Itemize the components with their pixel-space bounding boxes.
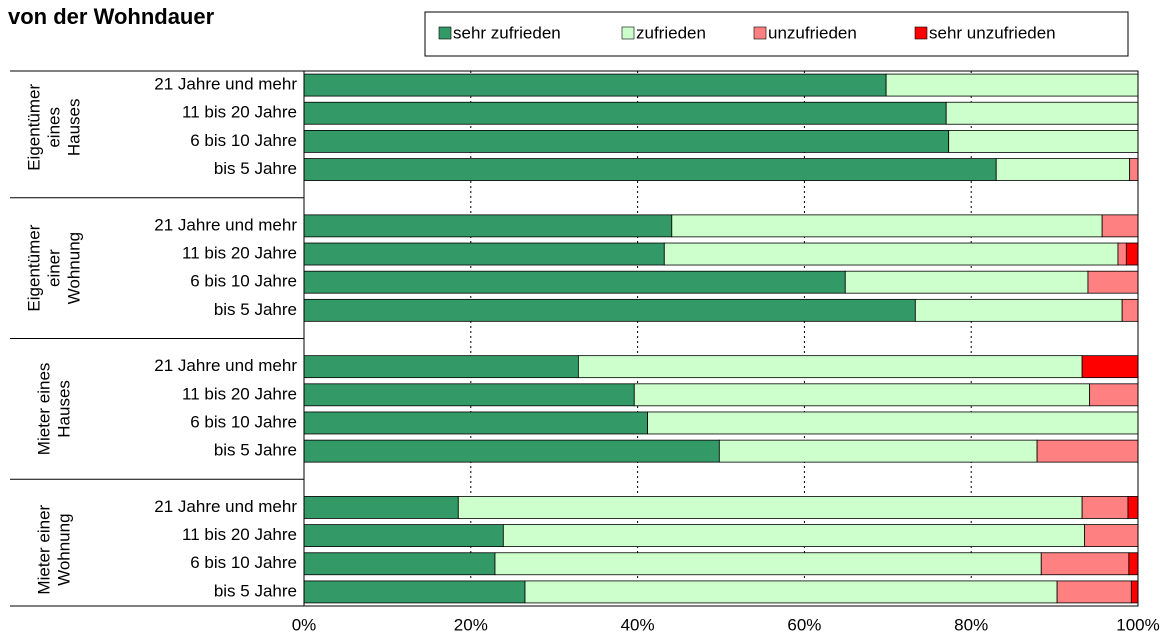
bar-segment	[303, 524, 504, 548]
bar-segment	[1084, 524, 1139, 548]
bar-segment	[1036, 439, 1139, 463]
x-tick-label: 100%	[1116, 615, 1159, 634]
legend-swatch	[438, 26, 452, 40]
group-label: Eigentümer	[24, 224, 43, 311]
bar-segment	[633, 383, 1091, 407]
y-tick-label: bis 5 Jahre	[214, 300, 297, 319]
group-label: einer	[44, 249, 63, 287]
x-tick-label: 80%	[954, 615, 988, 634]
bar-segment	[303, 129, 950, 153]
bar-segment	[1127, 496, 1139, 519]
legend-swatch	[914, 26, 928, 40]
group-label: Hauses	[64, 98, 83, 156]
bar-segment	[577, 355, 1083, 379]
group-label: Wohnung	[54, 513, 73, 585]
bar-segment	[948, 129, 1139, 153]
bar-segment	[1056, 580, 1132, 604]
bar-segment	[303, 101, 947, 125]
y-tick-label: 21 Jahre und mehr	[154, 215, 297, 234]
y-tick-label: bis 5 Jahre	[214, 441, 297, 460]
y-tick-label: 21 Jahre und mehr	[154, 497, 297, 516]
bar-segment	[1081, 496, 1129, 519]
y-tick-label: 11 bis 20 Jahre	[182, 244, 297, 263]
chart-title: von der Wohndauer	[8, 4, 215, 29]
bar-segment	[303, 355, 579, 379]
bar-segment	[1128, 552, 1139, 576]
legend-label: unzufrieden	[768, 23, 857, 42]
legend-swatch	[621, 26, 635, 40]
bar-segment	[303, 439, 720, 463]
bar-segment	[995, 158, 1131, 181]
bar-segment	[718, 439, 1038, 463]
bar-segment	[914, 298, 1123, 322]
bar-segment	[303, 496, 459, 519]
bar-segment	[844, 270, 1089, 294]
bar-segment	[663, 242, 1119, 266]
bar-segment	[885, 73, 1139, 97]
y-tick-label: bis 5 Jahre	[214, 581, 297, 600]
bar-segment	[1101, 214, 1139, 238]
bar-segment	[945, 101, 1139, 125]
bar-segment	[1117, 242, 1127, 266]
x-tick-label: 0%	[292, 615, 317, 634]
bar-segment	[1121, 298, 1139, 322]
bar-segment	[303, 552, 496, 576]
y-tick-label: 21 Jahre und mehr	[154, 75, 297, 94]
group-label: Mieter eines	[34, 363, 53, 456]
group-label: Eigentümer	[24, 84, 43, 171]
y-tick-label: 11 bis 20 Jahre	[182, 103, 297, 122]
y-tick-label: 11 bis 20 Jahre	[182, 384, 297, 403]
x-tick-label: 60%	[787, 615, 821, 634]
bar-segment	[647, 411, 1139, 435]
legend-label: sehr unzufrieden	[929, 23, 1056, 42]
bar-segment	[671, 214, 1103, 238]
y-tick-label: 21 Jahre und mehr	[154, 356, 297, 375]
y-tick-label: 6 bis 10 Jahre	[190, 412, 297, 431]
legend-label: sehr zufrieden	[453, 23, 561, 42]
x-tick-label: 40%	[621, 615, 655, 634]
legend-box	[424, 11, 1129, 57]
bar-segment	[303, 214, 673, 238]
bar-segment	[1089, 383, 1139, 407]
group-label: Wohnung	[64, 232, 83, 304]
bar-segment	[303, 270, 846, 294]
bar-segment	[1125, 242, 1139, 266]
plot-border	[303, 70, 1139, 607]
bar-segment	[524, 580, 1058, 604]
y-tick-label: 6 bis 10 Jahre	[190, 272, 297, 291]
bar-segment	[303, 73, 887, 97]
x-tick-label: 20%	[454, 615, 488, 634]
y-tick-label: 6 bis 10 Jahre	[190, 553, 297, 572]
group-label: Mieter einer	[34, 504, 53, 594]
legend-swatch	[753, 26, 767, 40]
bar-segment	[457, 496, 1083, 519]
legend-label: zufrieden	[636, 23, 706, 42]
y-tick-label: 11 bis 20 Jahre	[182, 525, 297, 544]
y-tick-label: 6 bis 10 Jahre	[190, 131, 297, 150]
group-label: Hauses	[54, 380, 73, 438]
bar-segment	[303, 383, 635, 407]
bar-segment	[1130, 580, 1139, 604]
group-label: eines	[44, 107, 63, 148]
bar-segment	[303, 242, 665, 266]
bar-segment	[303, 158, 997, 181]
bar-segment	[1040, 552, 1130, 576]
bar-segment	[1087, 270, 1139, 294]
bar-segment	[303, 298, 916, 322]
bar-segment	[494, 552, 1042, 576]
bar-segment	[502, 524, 1086, 548]
bar-segment	[303, 580, 526, 604]
bar-segment	[303, 411, 649, 435]
bar-segment	[1081, 355, 1139, 379]
y-tick-label: bis 5 Jahre	[214, 159, 297, 178]
bar-segment	[1129, 158, 1139, 181]
